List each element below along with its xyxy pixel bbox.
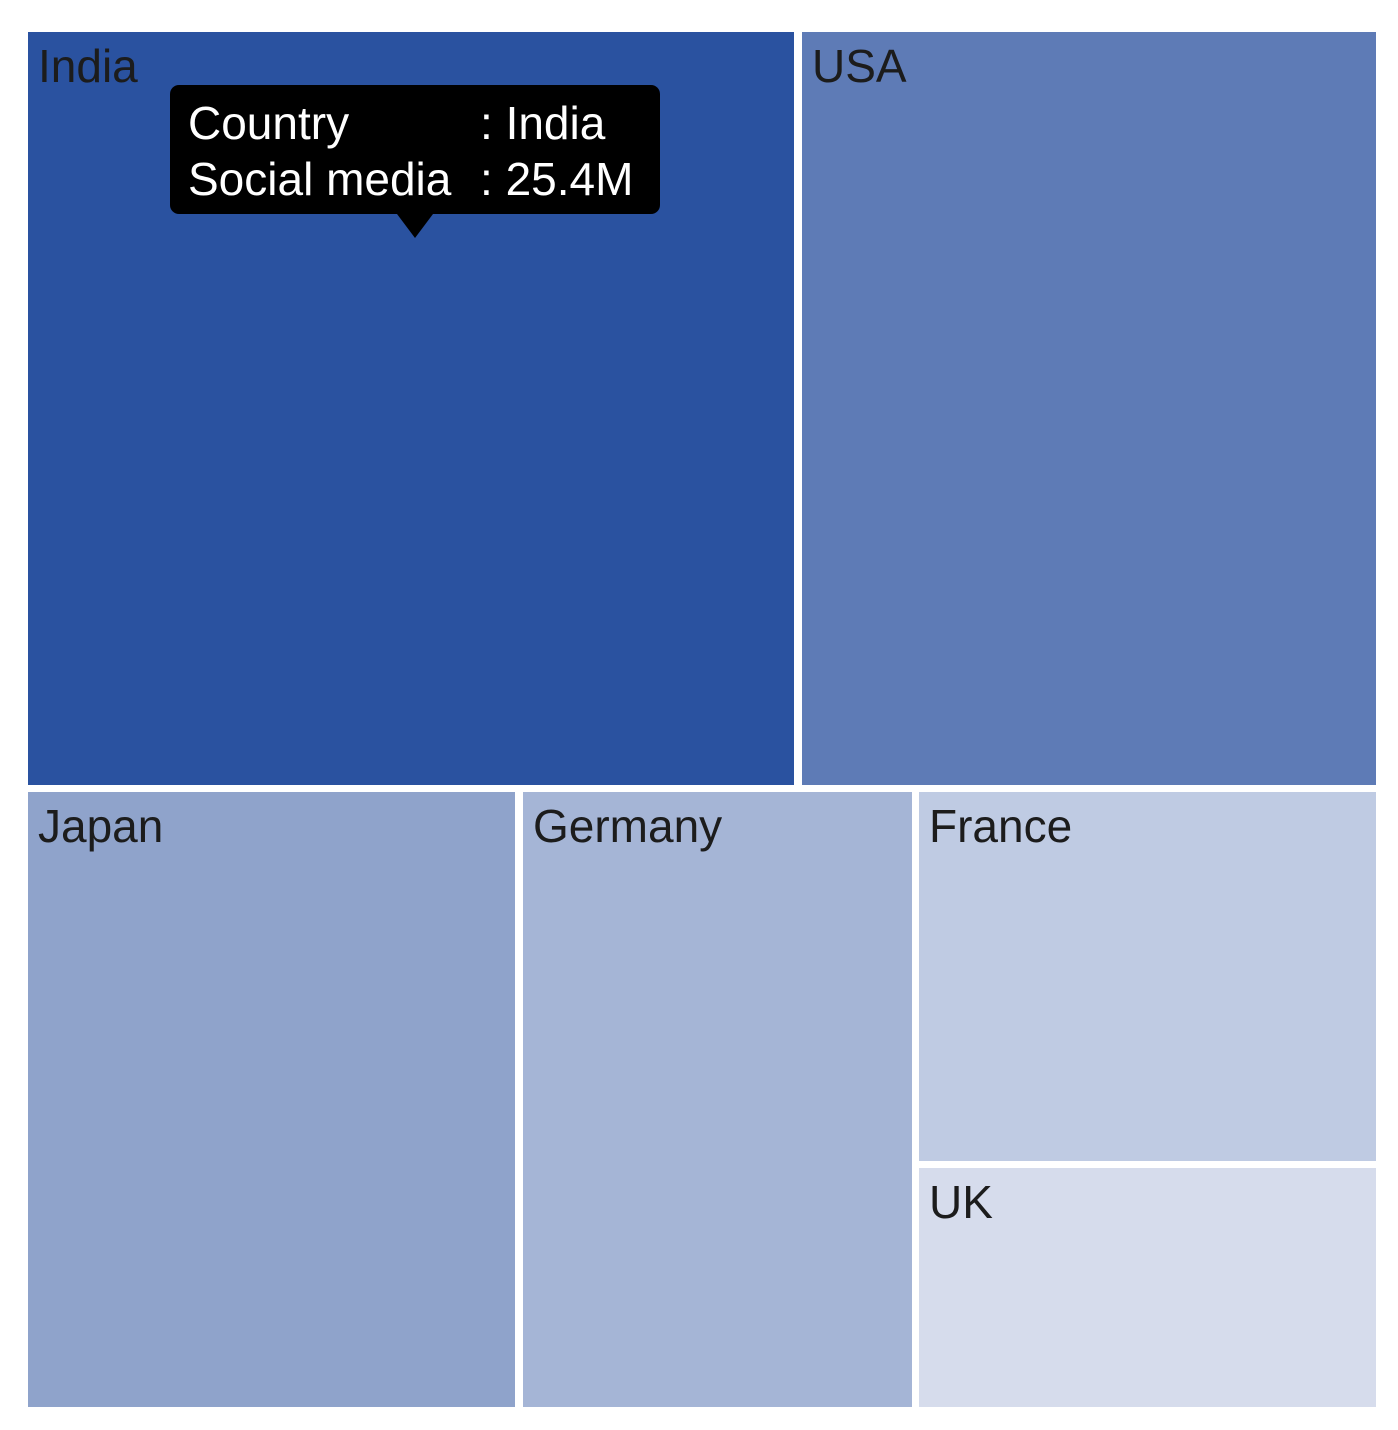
tile-label-japan: Japan (38, 800, 164, 852)
tooltip-key-social-media: Social media (188, 153, 452, 205)
tooltip: Country : India Social media : 25.4M (170, 85, 660, 238)
tile-usa[interactable]: USA (802, 32, 1376, 785)
tile-france[interactable]: France (919, 792, 1376, 1161)
tooltip-row-country: Country : India (188, 95, 660, 151)
tile-label-india: India (38, 40, 138, 92)
tile-germany[interactable]: Germany (523, 792, 912, 1407)
tooltip-separator: : (480, 153, 493, 205)
tile-uk[interactable]: UK (919, 1168, 1376, 1407)
tile-label-uk: UK (929, 1176, 993, 1228)
tile-japan[interactable]: Japan (28, 792, 515, 1407)
tile-label-germany: Germany (533, 800, 723, 852)
tile-label-france: France (929, 800, 1073, 852)
tile-label-usa: USA (812, 40, 907, 92)
tooltip-value-country: India (505, 97, 606, 149)
tooltip-row-social-media: Social media : 25.4M (188, 151, 660, 207)
tooltip-separator: : (480, 97, 493, 149)
tooltip-value-social-media: 25.4M (505, 153, 634, 205)
tooltip-key-country: Country (188, 97, 350, 149)
